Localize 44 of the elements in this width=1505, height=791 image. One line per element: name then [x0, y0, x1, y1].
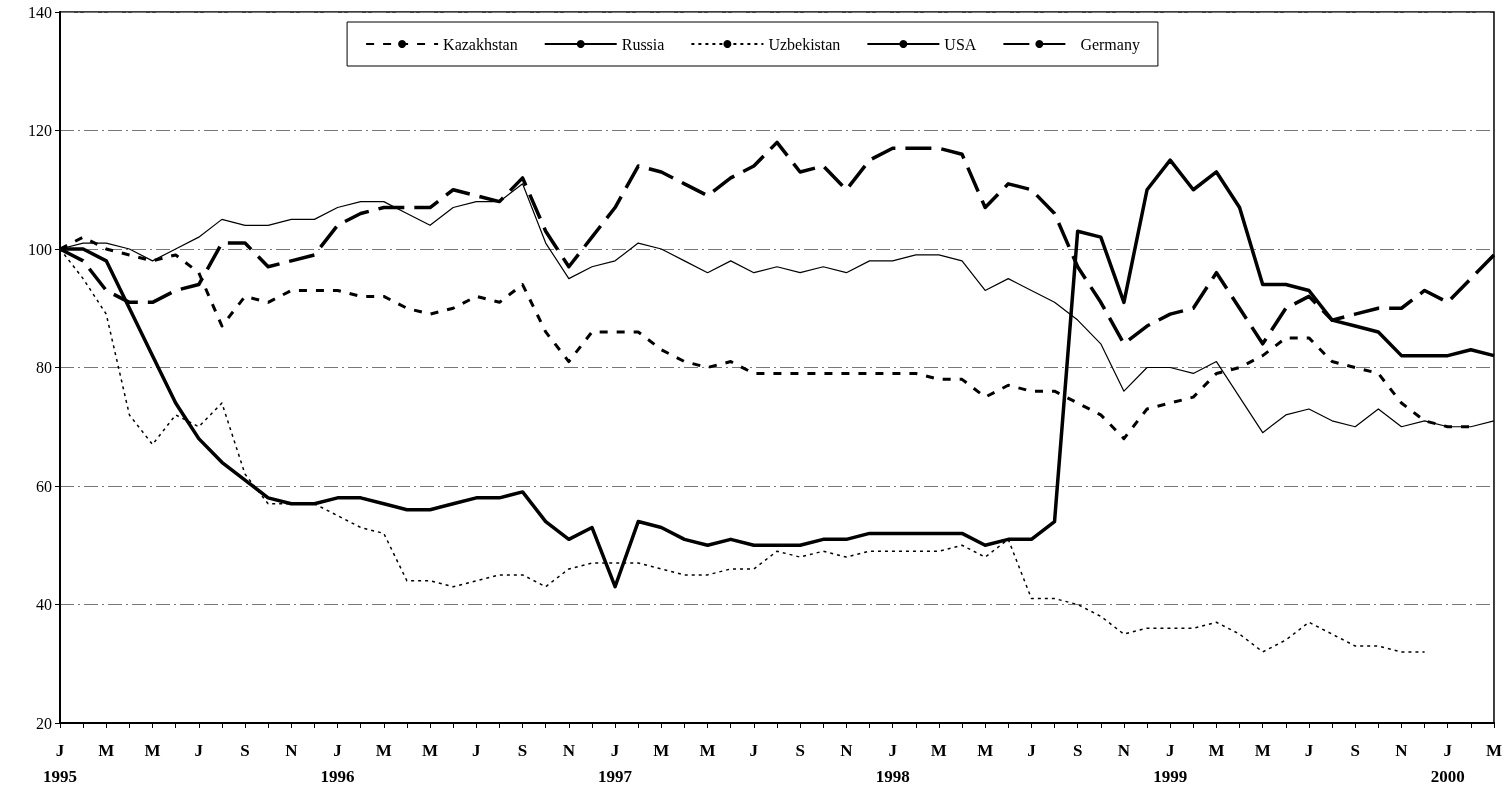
x-tick-label: J [749, 740, 759, 760]
legend-label: Kazakhstan [443, 35, 518, 53]
y-tick-label: 60 [36, 477, 52, 495]
x-tick-label: J 1997 [598, 740, 633, 786]
legend-label: Russia [621, 35, 665, 53]
x-tick-label: M [1485, 740, 1502, 760]
x-tick-label: S [1350, 740, 1360, 760]
x-tick-label: J 1995 [43, 740, 77, 786]
x-tick-label: J [194, 740, 204, 760]
x-tick-label: M [930, 740, 947, 760]
x-tick-label: J [1304, 740, 1314, 760]
x-tick-label: S [240, 740, 250, 760]
x-tick-label: S [795, 740, 805, 760]
x-tick-label: S [1072, 740, 1083, 760]
x-tick-label: S [517, 740, 528, 760]
x-tick-label: M [422, 740, 439, 760]
y-tick-label: 80 [36, 359, 52, 376]
x-tick-label: M [144, 740, 161, 760]
x-tick-label: J 2000 [1430, 740, 1465, 786]
y-tick-label: 120 [28, 122, 52, 139]
x-tick-label: J 1996 [320, 740, 355, 786]
legend-label: Germany [1080, 35, 1140, 54]
x-tick-label: N [1395, 740, 1409, 760]
x-tick-label: M [699, 740, 716, 760]
x-tick-label: M [98, 740, 115, 760]
y-tick-label: 100 [28, 240, 52, 258]
y-tick-label: 140 [28, 3, 52, 21]
x-tick-label: J [1027, 740, 1037, 760]
x-tick-label: N [840, 740, 854, 760]
legend-label: Uzbekistan [768, 35, 841, 53]
y-tick-label: 40 [36, 596, 52, 613]
x-tick-label: M [1254, 740, 1271, 760]
x-tick-label: M [375, 740, 392, 760]
x-tick-label: J 1998 [875, 740, 910, 786]
y-tick-label: 20 [36, 714, 52, 732]
x-tick-label: N [562, 740, 576, 760]
x-tick-label: J 1999 [1153, 740, 1188, 786]
x-tick-label: N [285, 740, 299, 760]
x-tick-label: J [472, 740, 482, 760]
x-tick-label: M [653, 740, 670, 760]
x-tick-label: N [1117, 740, 1131, 760]
x-tick-label: M [977, 740, 994, 760]
x-tick-label: M [1208, 740, 1225, 760]
legend-label: USA [944, 35, 977, 53]
